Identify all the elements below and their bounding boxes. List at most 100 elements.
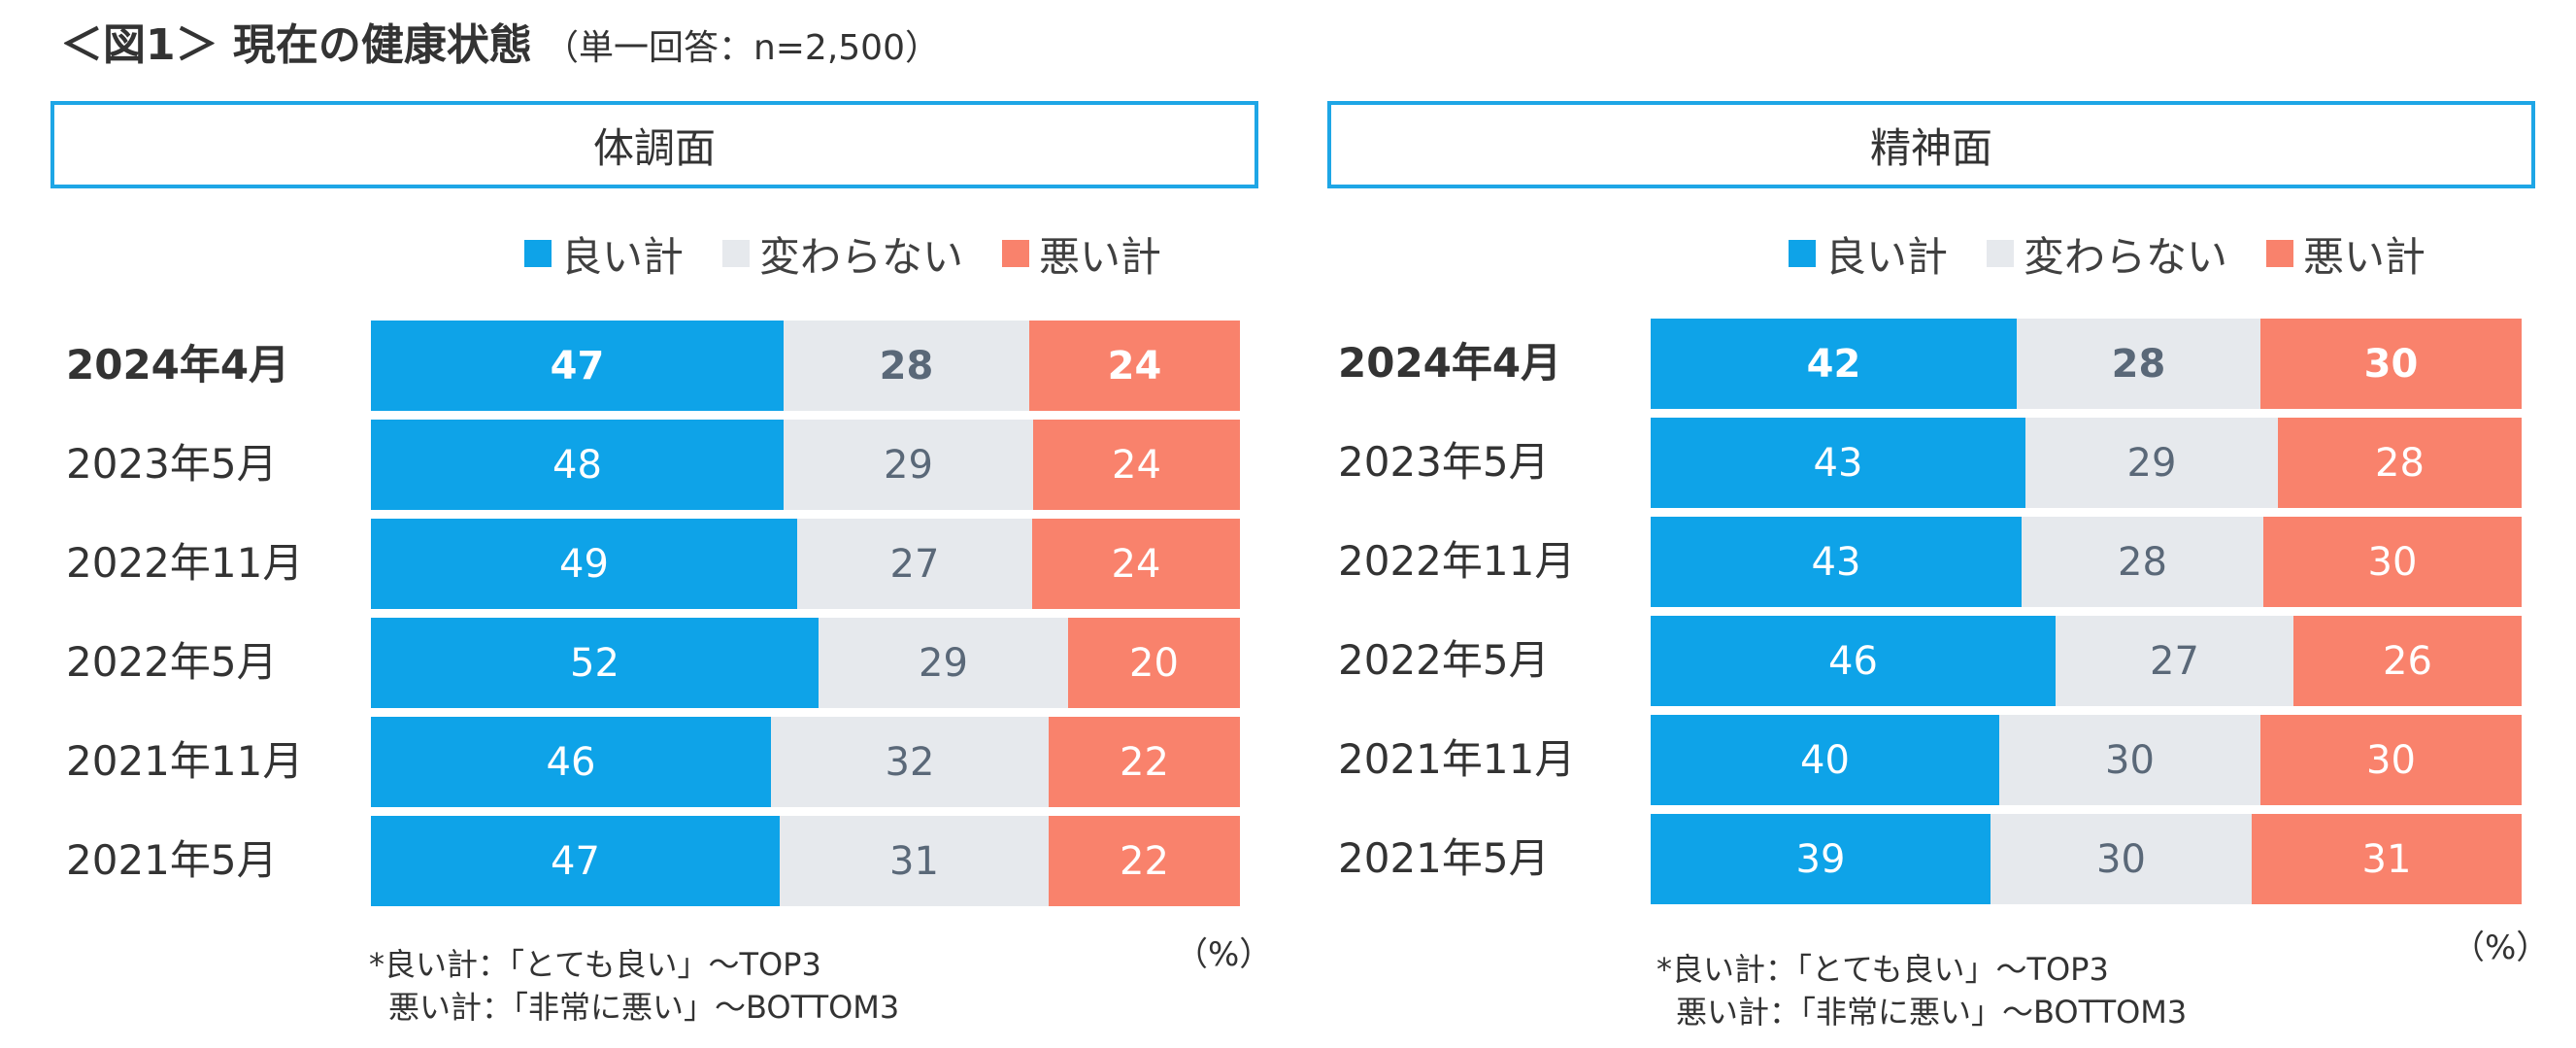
data-label: 31 bbox=[2361, 836, 2412, 882]
legend-label-neutral: 変わらない bbox=[759, 232, 964, 281]
bar-segment-neutral: 28 bbox=[784, 321, 1029, 411]
bar-segment-good: 46 bbox=[1651, 616, 2056, 706]
bar-segment-good: 52 bbox=[371, 618, 819, 708]
legend-label-bad: 悪い計 bbox=[2303, 232, 2426, 281]
unit-label-physical: （%） bbox=[1175, 935, 1273, 974]
bar-segment-bad: 28 bbox=[2278, 418, 2522, 508]
category-label: 2023年5月 bbox=[1338, 437, 1550, 486]
legend-item-neutral: 変わらない bbox=[722, 224, 963, 284]
bar-segment-bad: 22 bbox=[1049, 717, 1240, 807]
category-label: 2021年5月 bbox=[66, 835, 278, 884]
data-label: 30 bbox=[2363, 341, 2419, 387]
legend-swatch-neutral bbox=[1987, 240, 2015, 267]
category-label: 2022年5月 bbox=[66, 637, 278, 686]
legend-swatch-bad bbox=[2266, 240, 2294, 267]
legend-label-neutral: 変わらない bbox=[2024, 232, 2228, 281]
note-bad-mental: 悪い計：「非常に悪い」～BOTTOM3 bbox=[1676, 994, 2188, 1031]
bar-segment-good: 39 bbox=[1651, 814, 1991, 904]
bar-segment-neutral: 27 bbox=[2056, 616, 2293, 706]
data-label: 28 bbox=[2375, 440, 2425, 486]
bar-segment-good: 47 bbox=[371, 816, 780, 906]
panel-title-mental-text: 精神面 bbox=[1869, 123, 1992, 172]
bar-segment-neutral: 27 bbox=[797, 519, 1032, 609]
data-label: 24 bbox=[1112, 442, 1161, 488]
bar-segment-good: 42 bbox=[1651, 319, 2017, 409]
bar-segment-bad: 24 bbox=[1029, 321, 1240, 411]
bar-segment-bad: 31 bbox=[2252, 814, 2522, 904]
bar-segment-good: 43 bbox=[1651, 418, 2025, 508]
legend-label-good: 良い計 bbox=[561, 232, 685, 281]
bar-segment-neutral: 29 bbox=[2025, 418, 2278, 508]
data-label: 30 bbox=[2367, 539, 2418, 585]
category-label: 2021年5月 bbox=[1338, 833, 1550, 882]
bar-segment-neutral: 28 bbox=[2017, 319, 2260, 409]
bar-segment-neutral: 31 bbox=[780, 816, 1049, 906]
note-good-physical: *良い計：「とても良い」～TOP3 bbox=[369, 946, 821, 983]
legend-label-good: 良い計 bbox=[1825, 232, 1949, 281]
category-label: 2021年11月 bbox=[1338, 734, 1576, 783]
note-bad-physical: 悪い計：「非常に悪い」～BOTTOM3 bbox=[388, 989, 900, 1026]
bar-segment-bad: 30 bbox=[2260, 319, 2522, 409]
bar-segment-bad: 30 bbox=[2260, 715, 2522, 805]
category-label: 2022年11月 bbox=[1338, 536, 1576, 585]
legend-swatch-good bbox=[1789, 240, 1816, 267]
legend-label-bad: 悪い計 bbox=[1039, 232, 1162, 281]
bar-segment-good: 43 bbox=[1651, 517, 2022, 607]
figure-title-sub: （単一回答：n=2,500） bbox=[543, 28, 940, 68]
data-label: 20 bbox=[1129, 640, 1179, 686]
legend-swatch-good bbox=[524, 240, 552, 267]
bar-segment-good: 46 bbox=[371, 717, 771, 807]
bar-segment-bad: 20 bbox=[1068, 618, 1240, 708]
legend-physical: 良い計 変わらない 悪い計 bbox=[524, 229, 1161, 281]
bar-segment-neutral: 32 bbox=[771, 717, 1049, 807]
data-label: 39 bbox=[1795, 836, 1846, 882]
bar-segment-neutral: 30 bbox=[1999, 715, 2260, 805]
unit-label-mental: （%） bbox=[2452, 929, 2550, 967]
category-label: 2022年11月 bbox=[66, 538, 304, 587]
bar-segment-bad: 24 bbox=[1032, 519, 1240, 609]
panel-title-physical-text: 体調面 bbox=[592, 123, 716, 172]
data-label: 40 bbox=[1800, 737, 1850, 783]
category-label: 2023年5月 bbox=[66, 439, 278, 488]
category-label: 2022年5月 bbox=[1338, 635, 1550, 684]
data-label: 28 bbox=[2111, 341, 2166, 387]
bar-segment-neutral: 29 bbox=[784, 420, 1033, 510]
bar-segment-bad: 22 bbox=[1049, 816, 1240, 906]
bar-segment-good: 47 bbox=[371, 321, 784, 411]
bar-segment-neutral: 30 bbox=[1991, 814, 2252, 904]
data-label: 27 bbox=[889, 541, 940, 587]
data-label: 43 bbox=[1811, 539, 1861, 585]
data-label: 22 bbox=[1120, 739, 1169, 785]
data-label: 29 bbox=[2126, 440, 2177, 486]
legend-item-neutral: 変わらない bbox=[1987, 224, 2227, 284]
bar-segment-bad: 30 bbox=[2263, 517, 2522, 607]
bar-segment-good: 48 bbox=[371, 420, 784, 510]
data-label: 29 bbox=[884, 442, 933, 488]
figure-title: ＜図1＞ 現在の健康状態 （単一回答：n=2,500） bbox=[60, 10, 940, 72]
legend-item-good: 良い計 bbox=[1789, 224, 1948, 284]
data-label: 42 bbox=[1806, 341, 1861, 387]
data-label: 30 bbox=[2096, 836, 2146, 882]
data-label: 24 bbox=[1111, 541, 1161, 587]
data-label: 43 bbox=[1813, 440, 1863, 486]
data-label: 47 bbox=[550, 343, 605, 389]
data-label: 29 bbox=[919, 640, 968, 686]
data-label: 28 bbox=[2118, 539, 2167, 585]
bar-segment-neutral: 29 bbox=[819, 618, 1068, 708]
category-label: 2021年11月 bbox=[66, 736, 304, 785]
data-label: 30 bbox=[2366, 737, 2416, 783]
data-label: 30 bbox=[2105, 737, 2155, 783]
data-label: 31 bbox=[889, 838, 939, 884]
category-label: 2024年4月 bbox=[1338, 338, 1562, 387]
legend-mental: 良い計 変わらない 悪い計 bbox=[1789, 229, 2425, 281]
legend-swatch-neutral bbox=[722, 240, 751, 267]
data-label: 49 bbox=[559, 541, 609, 587]
note-good-mental: *良い計：「とても良い」～TOP3 bbox=[1656, 951, 2109, 988]
bar-segment-good: 40 bbox=[1651, 715, 1999, 805]
data-label: 26 bbox=[2383, 638, 2432, 684]
category-label: 2024年4月 bbox=[66, 340, 290, 389]
legend-item-bad: 悪い計 bbox=[1002, 224, 1161, 284]
panel-title-physical: 体調面 bbox=[50, 101, 1258, 188]
data-label: 46 bbox=[1828, 638, 1878, 684]
data-label: 52 bbox=[570, 640, 619, 686]
